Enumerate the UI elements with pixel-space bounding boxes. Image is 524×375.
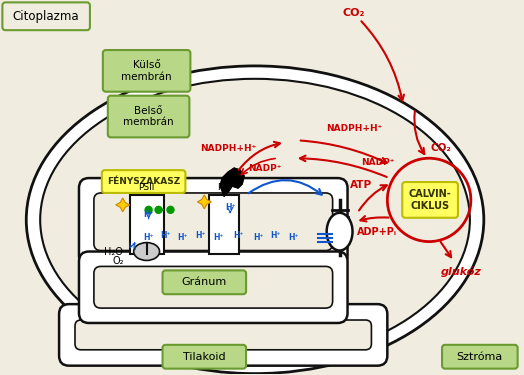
Text: PSI: PSI <box>217 183 231 192</box>
Text: H⁺: H⁺ <box>289 233 299 242</box>
Text: H⁺: H⁺ <box>177 233 188 242</box>
Ellipse shape <box>326 213 353 250</box>
Text: PSII: PSII <box>138 183 155 192</box>
FancyBboxPatch shape <box>442 345 518 369</box>
FancyBboxPatch shape <box>209 195 239 255</box>
Polygon shape <box>116 198 130 212</box>
FancyBboxPatch shape <box>94 193 333 250</box>
FancyBboxPatch shape <box>3 2 90 30</box>
Text: CALVIN-
CIKLUS: CALVIN- CIKLUS <box>409 189 452 211</box>
Text: H⁺: H⁺ <box>225 203 235 212</box>
Ellipse shape <box>134 243 159 261</box>
Text: H⁺: H⁺ <box>144 210 154 219</box>
Text: H⁺: H⁺ <box>271 231 281 240</box>
Text: H⁺: H⁺ <box>213 233 223 242</box>
Text: H⁺: H⁺ <box>195 231 205 240</box>
FancyBboxPatch shape <box>103 50 190 92</box>
FancyBboxPatch shape <box>94 266 333 308</box>
Text: Gránum: Gránum <box>182 277 227 287</box>
Text: NADP⁺: NADP⁺ <box>248 164 281 172</box>
Text: H₂O: H₂O <box>104 246 123 256</box>
FancyBboxPatch shape <box>59 304 387 366</box>
Circle shape <box>167 206 174 213</box>
FancyBboxPatch shape <box>79 252 347 323</box>
Text: CO₂: CO₂ <box>342 8 365 18</box>
Text: H⁺: H⁺ <box>253 233 263 242</box>
Text: FÉNYSZAKASZ: FÉNYSZAKASZ <box>107 177 180 186</box>
Text: NADPH+H⁺: NADPH+H⁺ <box>326 124 383 133</box>
Text: Sztróma: Sztróma <box>457 352 503 362</box>
Text: Citoplazma: Citoplazma <box>13 10 80 23</box>
Text: H⁺: H⁺ <box>233 231 243 240</box>
Text: glukóz: glukóz <box>441 266 482 277</box>
Text: CO₂: CO₂ <box>431 143 452 153</box>
Text: H⁺: H⁺ <box>144 233 154 242</box>
Text: Tilakoid: Tilakoid <box>183 352 226 362</box>
FancyBboxPatch shape <box>75 320 372 350</box>
Text: Külső
membrán: Külső membrán <box>121 60 172 82</box>
Text: Belső
membrán: Belső membrán <box>123 106 174 128</box>
FancyBboxPatch shape <box>108 96 189 137</box>
Text: ATP: ATP <box>351 180 373 190</box>
Polygon shape <box>198 195 211 209</box>
FancyBboxPatch shape <box>130 195 163 255</box>
FancyBboxPatch shape <box>402 182 458 218</box>
Text: ADP+Pᵢ: ADP+Pᵢ <box>357 226 397 237</box>
Ellipse shape <box>26 66 484 374</box>
Text: O₂: O₂ <box>112 256 124 267</box>
FancyBboxPatch shape <box>102 170 185 193</box>
Text: NADP⁺: NADP⁺ <box>362 158 395 167</box>
FancyBboxPatch shape <box>162 270 246 294</box>
FancyBboxPatch shape <box>162 345 246 369</box>
Circle shape <box>155 206 162 213</box>
FancyBboxPatch shape <box>79 178 347 266</box>
Ellipse shape <box>40 79 470 361</box>
Text: NADPH+H⁺: NADPH+H⁺ <box>200 144 256 153</box>
Polygon shape <box>220 168 244 196</box>
Text: H⁺: H⁺ <box>128 243 137 249</box>
Circle shape <box>145 206 152 213</box>
Text: H⁺: H⁺ <box>160 231 171 240</box>
